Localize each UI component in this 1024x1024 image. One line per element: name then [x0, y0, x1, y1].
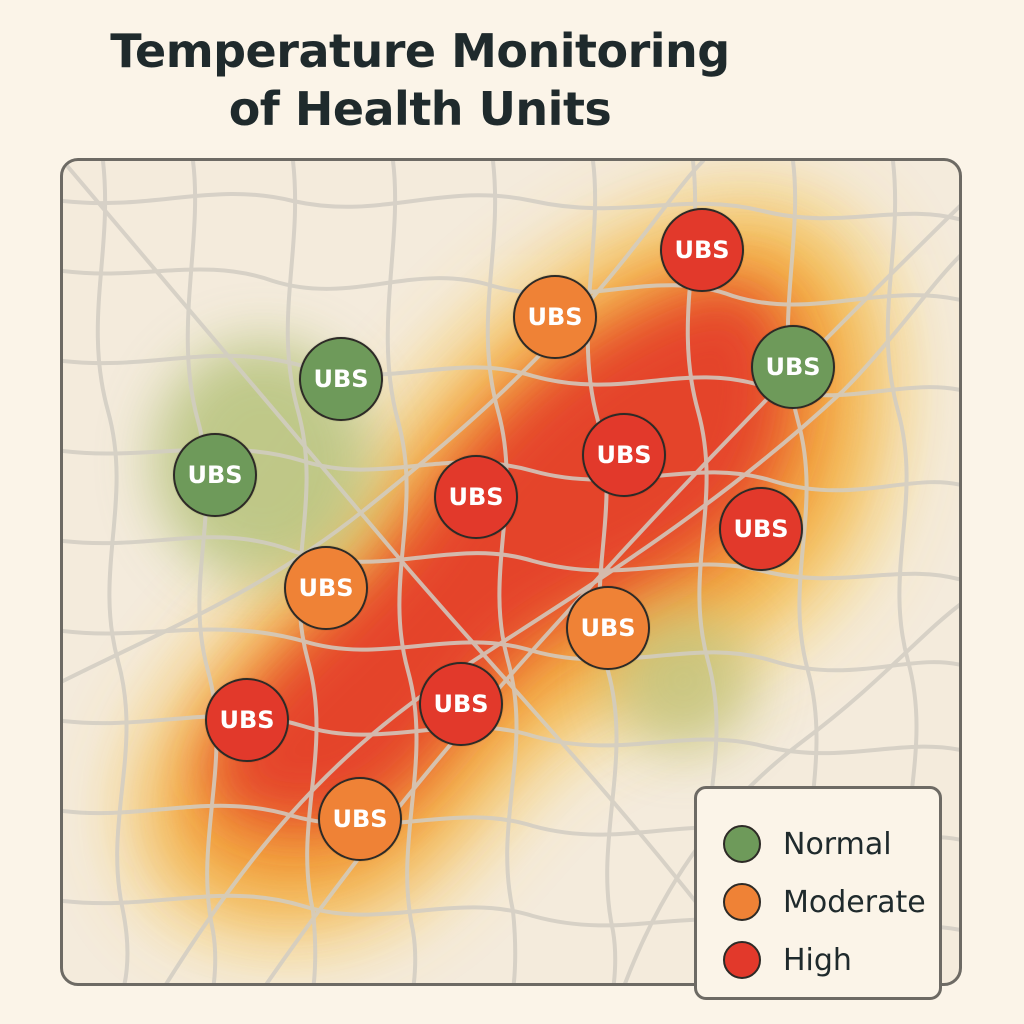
- legend: Normal Moderate High: [694, 786, 942, 1000]
- legend-item-moderate: Moderate: [723, 873, 939, 931]
- legend-label-high: High: [783, 942, 852, 978]
- map-area[interactable]: UBS UBS UBS UBS UBS UBS UBS UBS UBS UBS UBS UBS UBS: [60, 158, 962, 986]
- health-unit-marker[interactable]: UBS: [299, 337, 383, 421]
- moderate-swatch-icon: [723, 883, 761, 921]
- legend-item-high: High: [723, 931, 939, 989]
- health-unit-marker[interactable]: UBS: [513, 275, 597, 359]
- legend-label-normal: Normal: [783, 826, 892, 862]
- health-unit-marker[interactable]: UBS: [205, 678, 289, 762]
- normal-swatch-icon: [723, 825, 761, 863]
- health-unit-marker[interactable]: UBS: [434, 455, 518, 539]
- health-unit-marker[interactable]: UBS: [284, 546, 368, 630]
- legend-label-moderate: Moderate: [783, 884, 926, 920]
- title-line-1: Temperature Monitoring: [110, 24, 730, 78]
- health-unit-marker[interactable]: UBS: [751, 325, 835, 409]
- health-unit-marker[interactable]: UBS: [582, 413, 666, 497]
- health-unit-marker[interactable]: UBS: [419, 662, 503, 746]
- high-swatch-icon: [723, 941, 761, 979]
- map-background: [63, 161, 959, 983]
- legend-item-normal: Normal: [723, 815, 939, 873]
- health-unit-marker[interactable]: UBS: [173, 433, 257, 517]
- health-unit-marker[interactable]: UBS: [719, 487, 803, 571]
- unit-markers: UBS UBS UBS UBS UBS UBS UBS UBS UBS UBS UBS UBS UBS: [63, 161, 959, 983]
- health-unit-marker[interactable]: UBS: [566, 586, 650, 670]
- health-unit-marker[interactable]: UBS: [660, 208, 744, 292]
- map-title: Temperature Monitoring of Health Units: [0, 22, 840, 138]
- title-line-2: of Health Units: [228, 82, 612, 136]
- health-unit-marker[interactable]: UBS: [318, 777, 402, 861]
